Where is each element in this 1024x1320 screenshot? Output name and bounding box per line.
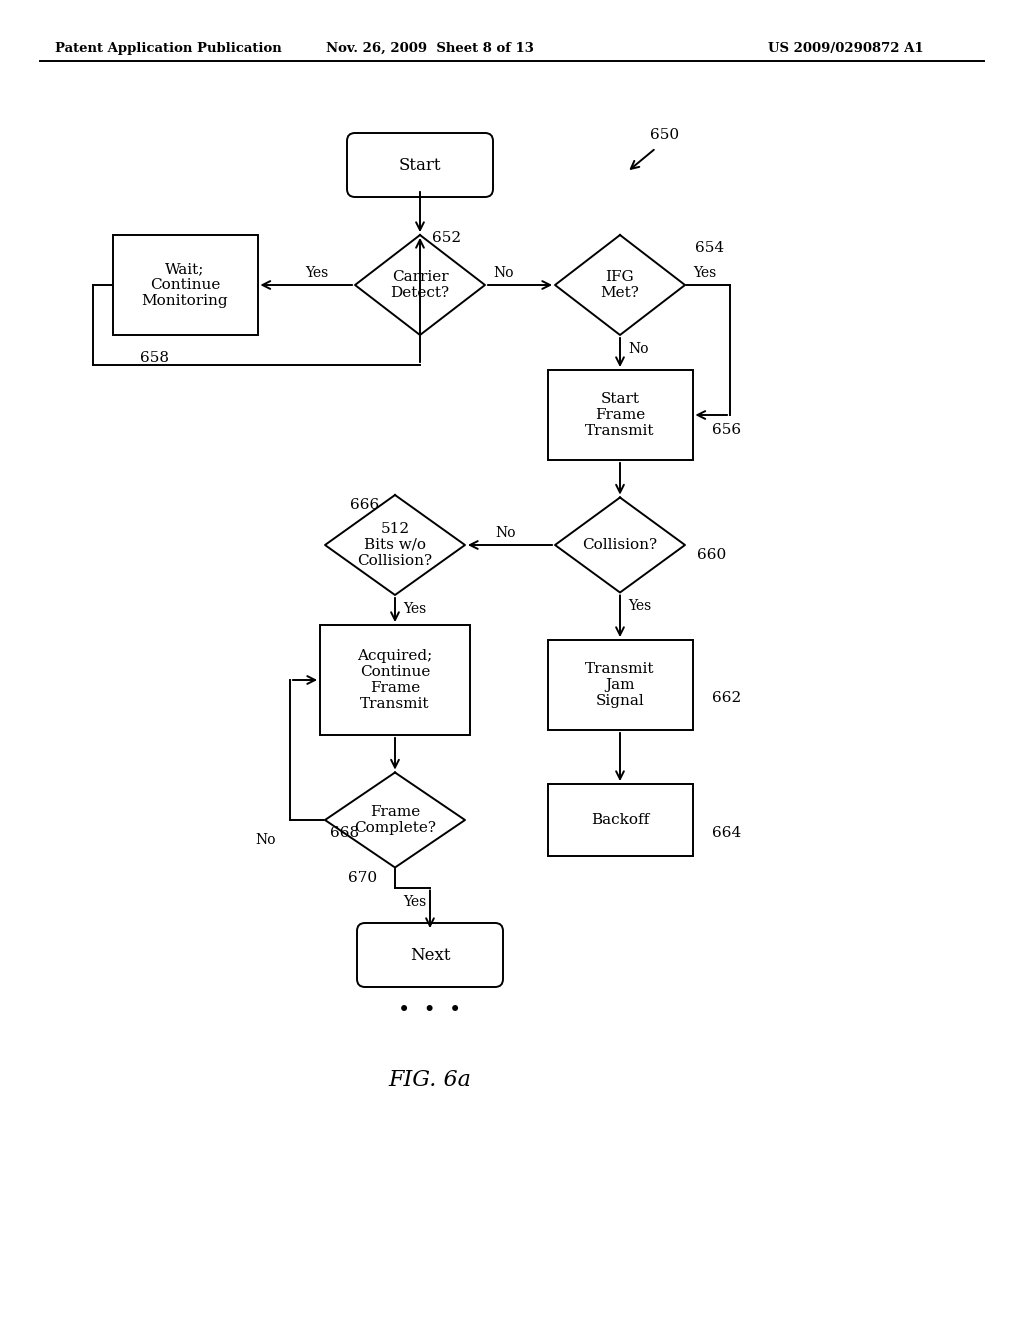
Text: No: No [495,525,515,540]
Text: 660: 660 [697,548,726,562]
Bar [548,784,692,855]
Polygon shape [325,772,465,867]
Bar [113,235,257,335]
Text: US 2009/0290872 A1: US 2009/0290872 A1 [768,42,924,55]
Text: Start: Start [398,157,441,173]
Text: Yes: Yes [693,267,716,280]
Text: No: No [493,267,513,280]
Text: Nov. 26, 2009  Sheet 8 of 13: Nov. 26, 2009 Sheet 8 of 13 [326,42,535,55]
Text: 670: 670 [348,871,377,884]
Polygon shape [555,235,685,335]
Polygon shape [555,498,685,593]
Text: 650: 650 [650,128,679,143]
Text: 656: 656 [712,422,741,437]
Text: Transmit
Jam
Signal: Transmit Jam Signal [586,661,654,709]
Polygon shape [325,495,465,595]
Text: Backoff: Backoff [591,813,649,828]
Text: •  •  •: • • • [398,1001,462,1019]
Text: Frame
Complete?: Frame Complete? [354,805,436,836]
Text: Next: Next [410,946,451,964]
Text: No: No [628,342,648,356]
Text: 664: 664 [712,826,741,840]
Text: Start
Frame
Transmit: Start Frame Transmit [586,392,654,438]
Text: Patent Application Publication: Patent Application Publication [55,42,282,55]
Polygon shape [355,235,485,335]
Text: Yes: Yes [403,895,426,909]
Text: Yes: Yes [305,267,329,280]
Text: Yes: Yes [628,599,651,614]
Text: Yes: Yes [403,602,426,616]
FancyBboxPatch shape [357,923,503,987]
Text: 652: 652 [432,231,461,246]
Text: 662: 662 [712,690,741,705]
Text: Wait;
Continue
Monitoring: Wait; Continue Monitoring [141,261,228,308]
Text: Acquired;
Continue
Frame
Transmit: Acquired; Continue Frame Transmit [357,648,432,711]
Text: Collision?: Collision? [583,539,657,552]
Text: 666: 666 [350,498,379,512]
Bar [548,640,692,730]
FancyBboxPatch shape [347,133,493,197]
Text: Carrier
Detect?: Carrier Detect? [390,269,450,300]
Text: 654: 654 [695,242,724,255]
Text: IFG
Met?: IFG Met? [600,269,639,300]
Text: No: No [255,833,275,847]
Text: FIG. 6a: FIG. 6a [388,1069,471,1092]
Text: 668: 668 [330,826,359,840]
Text: 512
Bits w/o
Collision?: 512 Bits w/o Collision? [357,521,432,568]
Text: 658: 658 [140,351,169,366]
Bar [548,370,692,459]
Bar [319,624,470,735]
